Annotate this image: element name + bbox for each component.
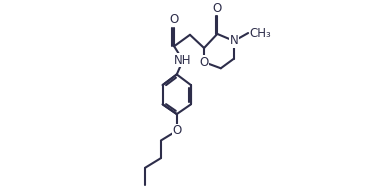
Text: O: O xyxy=(172,124,182,137)
Text: O: O xyxy=(170,13,179,26)
Text: N: N xyxy=(229,34,238,47)
Text: O: O xyxy=(199,56,209,69)
Text: CH₃: CH₃ xyxy=(250,26,271,40)
Text: NH: NH xyxy=(174,54,192,67)
Text: O: O xyxy=(213,2,222,15)
